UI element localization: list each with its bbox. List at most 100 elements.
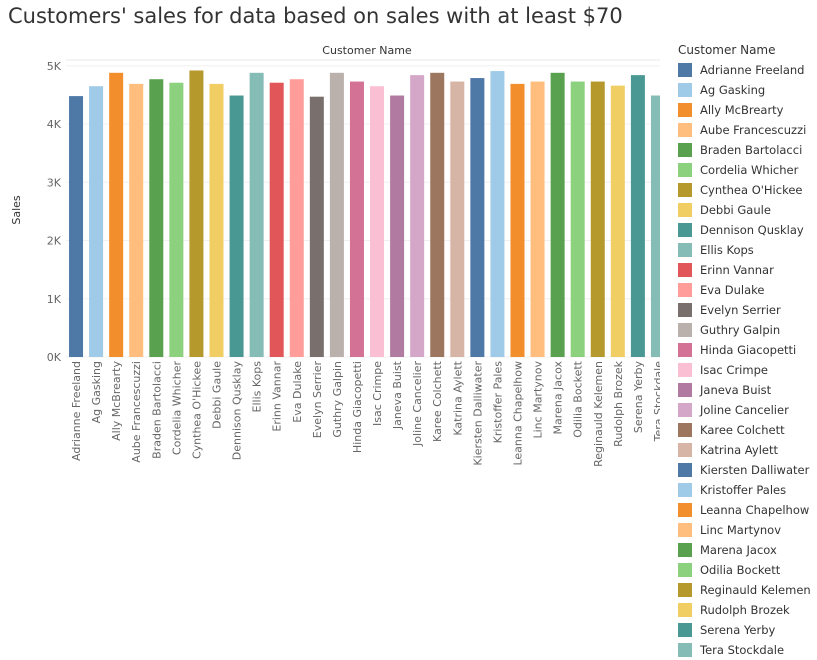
bars (69, 70, 660, 358)
legend-label: Braden Bartolacci (700, 143, 803, 157)
x-tick-label: Adrianne Freeland (70, 361, 83, 461)
bar[interactable] (370, 86, 385, 358)
legend-item[interactable]: Ellis Kops (678, 240, 817, 260)
bar[interactable] (510, 83, 525, 358)
bar[interactable] (169, 82, 184, 357)
bar[interactable] (149, 79, 164, 357)
legend-swatch (678, 343, 692, 357)
bar[interactable] (189, 70, 204, 357)
legend-item[interactable]: Debbi Gaule (678, 200, 817, 220)
legend-label: Reginauld Kelemen (700, 583, 811, 597)
bar[interactable] (109, 72, 124, 357)
y-axis: 0K 1K 2K 3K 4K 5K (47, 60, 62, 364)
legend-item[interactable]: Aube Francescuzzi (678, 120, 817, 140)
legend-item[interactable]: Reginauld Kelemen (678, 580, 817, 600)
bar[interactable] (309, 96, 324, 357)
legend-label: Leanna Chapelhow (700, 503, 810, 517)
bar[interactable] (249, 72, 264, 357)
bar[interactable] (229, 95, 244, 357)
legend-item[interactable]: Ag Gasking (678, 80, 817, 100)
legend-swatch (678, 643, 692, 657)
legend-item[interactable]: Erinn Vannar (678, 260, 817, 280)
legend-label: Joline Cancelier (700, 403, 789, 417)
legend-item[interactable]: Karee Colchett (678, 420, 817, 440)
bar[interactable] (550, 72, 565, 357)
legend-item[interactable]: Dennison Qusklay (678, 220, 817, 240)
bar[interactable] (570, 81, 585, 357)
bar[interactable] (630, 75, 645, 357)
legend-label: Adrianne Freeland (700, 63, 805, 77)
legend-label: Erinn Vannar (700, 263, 774, 277)
legend-item[interactable]: Janeva Buist (678, 380, 817, 400)
legend-label: Janeva Buist (700, 383, 772, 397)
legend-item[interactable]: Braden Bartolacci (678, 140, 817, 160)
legend-item[interactable]: Cordelia Whicher (678, 160, 817, 180)
x-tick-label: Marena Jacox (552, 361, 565, 435)
legend-swatch (678, 83, 692, 97)
legend-item[interactable]: Rudolph Brozek (678, 600, 817, 620)
bar[interactable] (490, 71, 505, 358)
y-tick-label: 1K (47, 293, 62, 306)
legend-swatch (678, 123, 692, 137)
legend-label: Odilia Bockett (700, 563, 781, 577)
legend-item[interactable]: Kristoffer Pales (678, 480, 817, 500)
legend-item[interactable]: Marena Jacox (678, 540, 817, 560)
legend-item[interactable]: Tera Stockdale (678, 640, 817, 660)
bar[interactable] (530, 81, 545, 357)
legend-item[interactable]: Ally McBrearty (678, 100, 817, 120)
bar[interactable] (89, 86, 104, 358)
bar[interactable] (289, 79, 304, 357)
legend-title: Customer Name (678, 43, 776, 57)
bar[interactable] (450, 81, 465, 357)
legend-item[interactable]: Katrina Aylett (678, 440, 817, 460)
legend-swatch (678, 403, 692, 417)
x-tick-label: Serena Yerby (632, 361, 645, 434)
x-tick-label: Kristoffer Pales (491, 361, 504, 444)
legend-swatch (678, 623, 692, 637)
bar[interactable] (610, 85, 625, 357)
legend-swatch (678, 463, 692, 477)
x-tick-label: Dennison Qusklay (231, 361, 244, 461)
legend-item[interactable]: Eva Dulake (678, 280, 817, 300)
legend-swatch (678, 63, 692, 77)
bar[interactable] (69, 96, 84, 357)
bar[interactable] (209, 83, 224, 358)
legend-item[interactable]: Adrianne Freeland (678, 60, 817, 80)
legend-label: Debbi Gaule (700, 203, 771, 217)
legend-item[interactable]: Kiersten Dalliwater (678, 460, 817, 480)
legend-item[interactable]: Serena Yerby (678, 620, 817, 640)
legend-label: Tera Stockdale (700, 643, 785, 657)
bar[interactable] (129, 83, 144, 358)
bar[interactable] (349, 81, 364, 357)
chart-title: Customers' sales for data based on sales… (8, 4, 623, 28)
legend-label: Serena Yerby (700, 623, 776, 637)
bar[interactable] (590, 81, 605, 357)
legend-label: Kristoffer Pales (700, 483, 787, 497)
bar[interactable] (390, 95, 405, 357)
bar[interactable] (430, 72, 445, 357)
legend-swatch (678, 223, 692, 237)
legend-item[interactable]: Guthry Galpin (678, 320, 817, 340)
legend-item[interactable]: Cynthea O'Hickee (678, 180, 817, 200)
bar[interactable] (410, 75, 425, 357)
legend-item[interactable]: Odilia Bockett (678, 560, 817, 580)
legend-item[interactable]: Hinda Giacopetti (678, 340, 817, 360)
bar[interactable] (269, 82, 284, 357)
bar-chart: Customer Name Sales 0K 1K 2K 3K 4K 5K Adriann… (10, 44, 660, 467)
legend-item[interactable]: Leanna Chapelhow (678, 500, 817, 520)
bar[interactable] (650, 95, 660, 357)
legend-item[interactable]: Evelyn Serrier (678, 300, 817, 320)
bar[interactable] (329, 72, 344, 357)
x-tick-label: Braden Bartolacci (150, 361, 163, 459)
legend-item[interactable]: Linc Martynov (678, 520, 817, 540)
legend-item[interactable]: Isac Crimpe (678, 360, 817, 380)
x-tick-label: Evelyn Serrier (311, 361, 324, 439)
x-tick-label: Ally McBrearty (110, 361, 123, 441)
x-tick-label: Rudolph Brozek (612, 360, 625, 446)
y-tick-label: 4K (47, 118, 62, 131)
bar[interactable] (470, 78, 485, 357)
legend-swatch (678, 423, 692, 437)
legend-swatch (678, 383, 692, 397)
legend-item[interactable]: Joline Cancelier (678, 400, 817, 420)
legend-label: Ag Gasking (700, 83, 766, 97)
